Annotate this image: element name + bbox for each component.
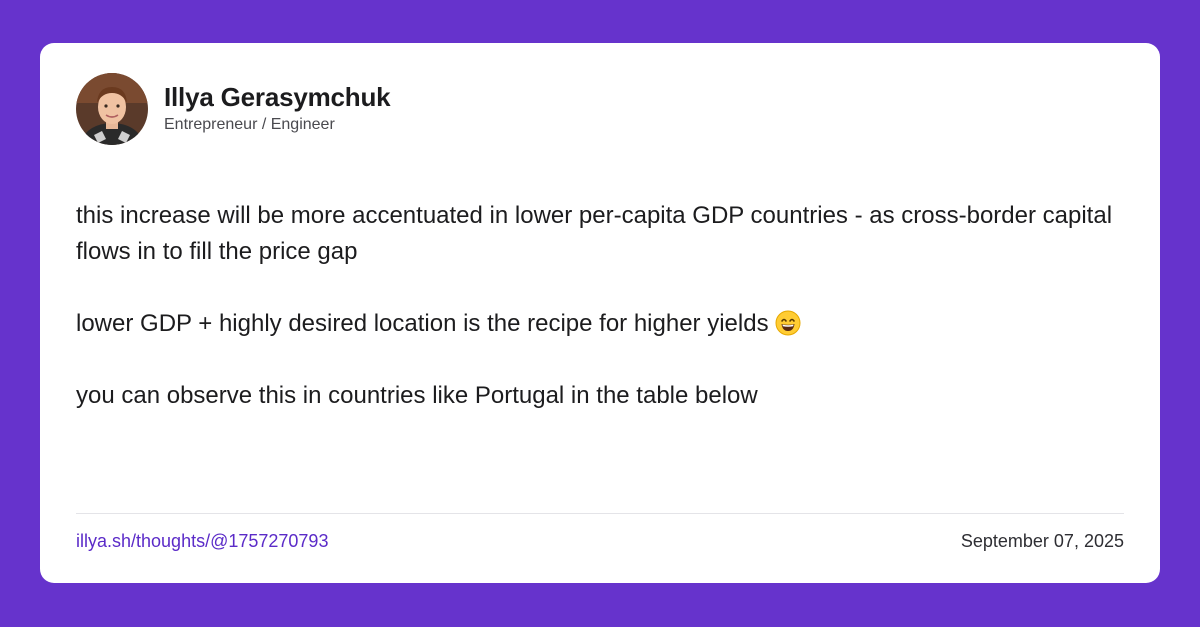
post-date: September 07, 2025 — [960, 531, 1124, 551]
author-identity: Illya Gerasymchuk Entrepreneur / Enginee… — [164, 82, 391, 136]
author-header: Illya Gerasymchuk Entrepreneur / Enginee… — [76, 73, 391, 145]
avatar-photo-icon — [76, 73, 148, 145]
avatar[interactable] — [76, 73, 148, 145]
author-role: Entrepreneur / Engineer — [164, 116, 335, 133]
post-paragraph-1: this increase will be more accentuated i… — [76, 202, 1113, 265]
grinning-face-with-smiling-eyes-icon — [775, 310, 801, 336]
post-paragraph-2: lower GDP + highly desired location is t… — [76, 306, 1126, 342]
author-name[interactable]: Illya Gerasymchuk — [164, 82, 391, 112]
post-card: Illya Gerasymchuk Entrepreneur / Enginee… — [40, 43, 1160, 583]
footer-divider — [76, 513, 1124, 514]
post-paragraph-3: you can observe this in countries like P… — [76, 382, 758, 409]
post-body: this increase will be more accentuated i… — [76, 198, 1126, 450]
permalink[interactable]: illya.sh/thoughts/@1757270793 — [76, 531, 329, 551]
post-paragraph-2-text: lower GDP + highly desired location is t… — [76, 310, 769, 337]
